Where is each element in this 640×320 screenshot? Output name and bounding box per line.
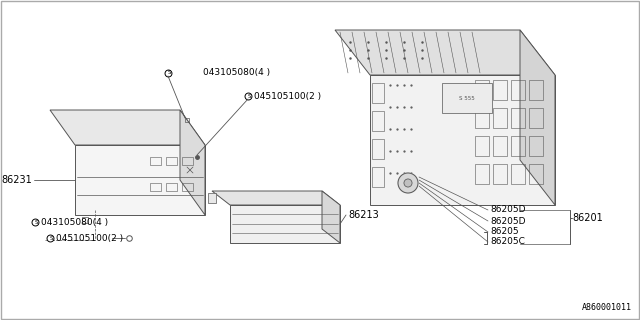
Text: 86201: 86201	[572, 213, 603, 223]
Bar	[493, 80, 507, 100]
Bar	[372, 111, 384, 131]
Bar	[511, 136, 525, 156]
Polygon shape	[180, 110, 205, 215]
Text: 86205D: 86205D	[490, 217, 525, 226]
Bar	[529, 136, 543, 156]
Bar	[493, 164, 507, 184]
Polygon shape	[50, 110, 205, 145]
Polygon shape	[212, 191, 340, 205]
Bar	[511, 80, 525, 100]
Bar	[511, 164, 525, 184]
Bar	[529, 164, 543, 184]
Text: S 555: S 555	[459, 95, 475, 100]
Polygon shape	[230, 205, 340, 243]
Polygon shape	[520, 30, 555, 205]
Text: 86213: 86213	[348, 210, 379, 220]
Text: 043105080(4 ): 043105080(4 )	[203, 68, 270, 77]
Bar	[511, 108, 525, 128]
Bar	[442, 83, 492, 113]
Bar	[182, 183, 193, 191]
Text: 86205D: 86205D	[490, 205, 525, 214]
Bar	[529, 80, 543, 100]
Polygon shape	[370, 75, 555, 205]
Bar	[166, 157, 177, 165]
Bar	[150, 157, 161, 165]
Polygon shape	[335, 30, 555, 75]
Text: 043105080(4 ): 043105080(4 )	[41, 218, 108, 227]
Bar	[475, 80, 489, 100]
Bar	[208, 193, 216, 203]
Polygon shape	[75, 145, 205, 215]
Bar	[475, 164, 489, 184]
Bar	[475, 136, 489, 156]
Text: S: S	[49, 236, 52, 241]
Bar	[182, 157, 193, 165]
Text: 86205: 86205	[490, 228, 518, 236]
Text: S: S	[35, 220, 38, 225]
Text: A860001011: A860001011	[582, 303, 632, 312]
Text: 045105100(2 ): 045105100(2 )	[254, 92, 321, 100]
Text: 86231: 86231	[1, 175, 32, 185]
Bar	[372, 139, 384, 159]
Polygon shape	[322, 191, 340, 243]
Bar	[475, 108, 489, 128]
Bar	[529, 108, 543, 128]
Bar	[372, 83, 384, 103]
Bar	[150, 183, 161, 191]
Circle shape	[404, 179, 412, 187]
Text: 86205C: 86205C	[490, 237, 525, 246]
Text: S: S	[247, 93, 251, 99]
Text: 045105100(2 ): 045105100(2 )	[56, 234, 123, 243]
Circle shape	[398, 173, 418, 193]
Bar	[166, 183, 177, 191]
Bar	[493, 136, 507, 156]
Text: S: S	[167, 70, 171, 76]
Bar	[493, 108, 507, 128]
Bar	[372, 167, 384, 187]
